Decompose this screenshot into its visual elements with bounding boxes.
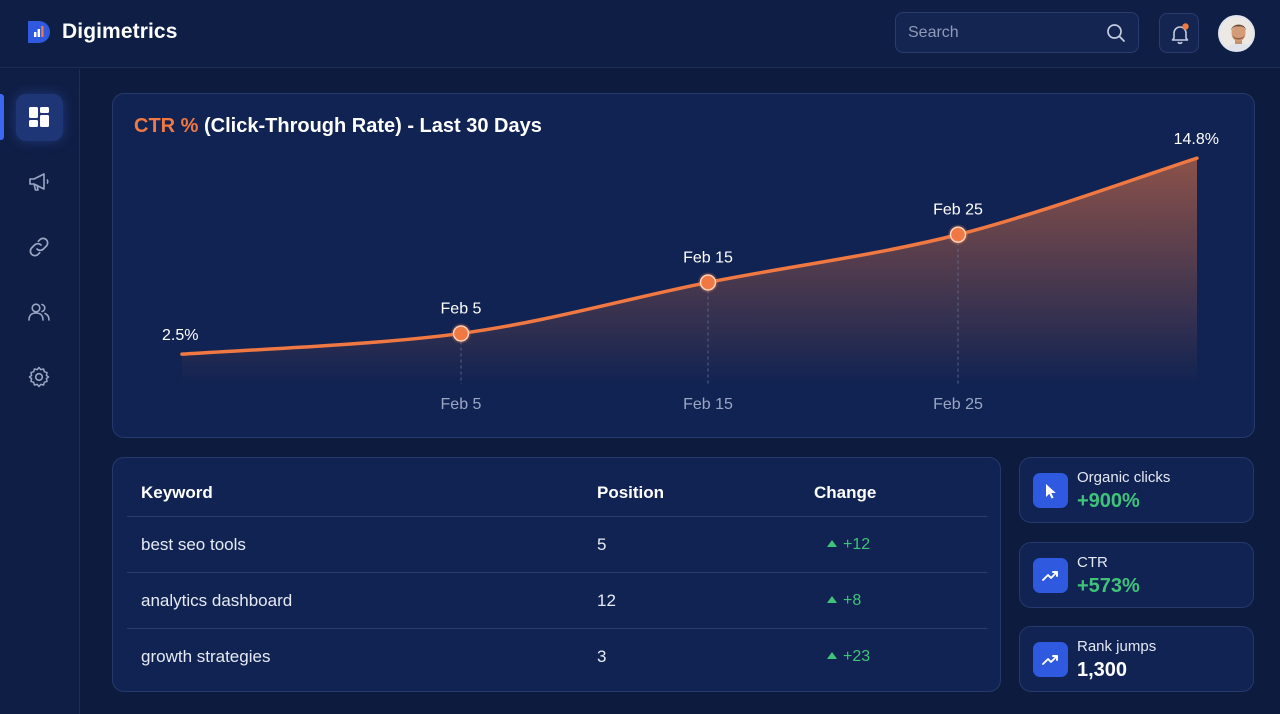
table-row[interactable]: growth strategies 3 +23: [127, 628, 987, 684]
top-bar: Digimetrics: [0, 0, 1280, 68]
column-header-change[interactable]: Change: [814, 483, 877, 502]
x-tick-label: Feb 5: [441, 396, 482, 413]
keyword-cell: best seo tools: [141, 535, 246, 554]
column-header-position[interactable]: Position: [597, 483, 665, 502]
sidebar-item-users[interactable]: [16, 289, 63, 336]
data-point-label: Feb 25: [933, 202, 983, 219]
data-point: [949, 226, 967, 243]
megaphone-icon: [29, 173, 49, 191]
arrow-up-icon: [827, 596, 837, 603]
active-nav-indicator: [0, 94, 4, 140]
change-value: +23: [843, 648, 871, 665]
sidebar-item-campaigns[interactable]: [16, 159, 63, 206]
digimetrics-logo-icon[interactable]: [25, 18, 53, 46]
search-icon[interactable]: [1106, 23, 1126, 43]
stat-value: +573%: [1077, 575, 1140, 597]
keyword-table: Keyword Position Change best seo tools 5…: [112, 457, 1001, 692]
search-input[interactable]: [908, 13, 1098, 52]
position-cell: 3: [597, 647, 607, 666]
stat-icon-box: [1033, 642, 1068, 677]
x-tick-label: Feb 15: [683, 396, 733, 413]
arrow-up-icon: [827, 652, 837, 659]
chart-title-rest: (Click-Through Rate) - Last 30 Days: [198, 115, 542, 137]
table-row[interactable]: best seo tools 5 +12: [127, 516, 987, 572]
column-header-keyword[interactable]: Keyword: [141, 483, 213, 502]
bell-icon: [1171, 23, 1189, 45]
arrow-up-icon: [827, 540, 837, 547]
sidebar-item-links[interactable]: [16, 224, 63, 271]
position-cell: 12: [597, 591, 616, 610]
data-point-label: Feb 5: [441, 300, 482, 317]
stat-icon-box: [1033, 558, 1068, 593]
stat-value: 1,300: [1077, 659, 1128, 681]
change-value: +8: [843, 592, 862, 609]
users-icon: [28, 303, 50, 321]
dashboard-icon: [29, 107, 49, 127]
table-row[interactable]: analytics dashboard 12 +8: [127, 572, 987, 628]
position-cell: 5: [597, 535, 607, 554]
change-value: +12: [843, 536, 871, 553]
data-point-label: Feb 15: [683, 249, 733, 266]
stat-icon-box: [1033, 473, 1068, 508]
ctr-chart-card: 2.5% Feb 5 Feb 15 Feb 25 14.8% Feb 5 Feb 15 Feb…: [112, 93, 1255, 438]
ctr-chart: 2.5% Feb 5 Feb 15 Feb 25 14.8% Feb 5 Feb 15 Feb…: [162, 131, 1219, 413]
user-avatar[interactable]: [1218, 15, 1255, 52]
settings-icon: [28, 366, 50, 388]
change-cell: +8: [827, 592, 861, 610]
stat-card-rank-jumps[interactable]: Rank jumps 1,300: [1019, 626, 1254, 692]
avatar-portrait-icon: [1220, 17, 1253, 50]
link-icon: [29, 237, 49, 257]
trend-up-icon: [1042, 655, 1058, 665]
search-box[interactable]: [895, 12, 1139, 53]
change-cell: +12: [827, 536, 870, 554]
data-point: [699, 274, 717, 291]
sidebar-item-settings[interactable]: [16, 354, 63, 401]
chart-title: CTR % (Click-Through Rate) - Last 30 Day…: [134, 115, 542, 138]
stat-card-organic-clicks[interactable]: Organic clicks +900%: [1019, 457, 1254, 523]
brand-name[interactable]: Digimetrics: [62, 20, 178, 43]
data-value-label: 14.8%: [1174, 131, 1219, 148]
ctr-area-fill: [182, 158, 1197, 384]
notifications-button[interactable]: [1159, 13, 1199, 53]
stat-value: +900%: [1077, 490, 1140, 512]
data-point: [452, 325, 470, 342]
trend-up-icon: [1042, 571, 1058, 581]
x-tick-label: Feb 25: [933, 396, 983, 413]
sidebar-item-dashboard[interactable]: [16, 94, 63, 141]
stat-label: Rank jumps: [1077, 638, 1157, 655]
chart-title-highlight: CTR %: [134, 115, 199, 137]
stat-label: CTR: [1077, 554, 1108, 571]
stat-card-ctr[interactable]: CTR +573%: [1019, 542, 1254, 608]
sidebar: [0, 69, 80, 714]
data-value-label: 2.5%: [162, 327, 198, 344]
change-cell: +23: [827, 648, 870, 666]
keyword-cell: growth strategies: [141, 647, 271, 666]
keyword-cell: analytics dashboard: [141, 591, 293, 610]
cursor-icon: [1046, 484, 1056, 499]
stat-label: Organic clicks: [1077, 469, 1171, 486]
